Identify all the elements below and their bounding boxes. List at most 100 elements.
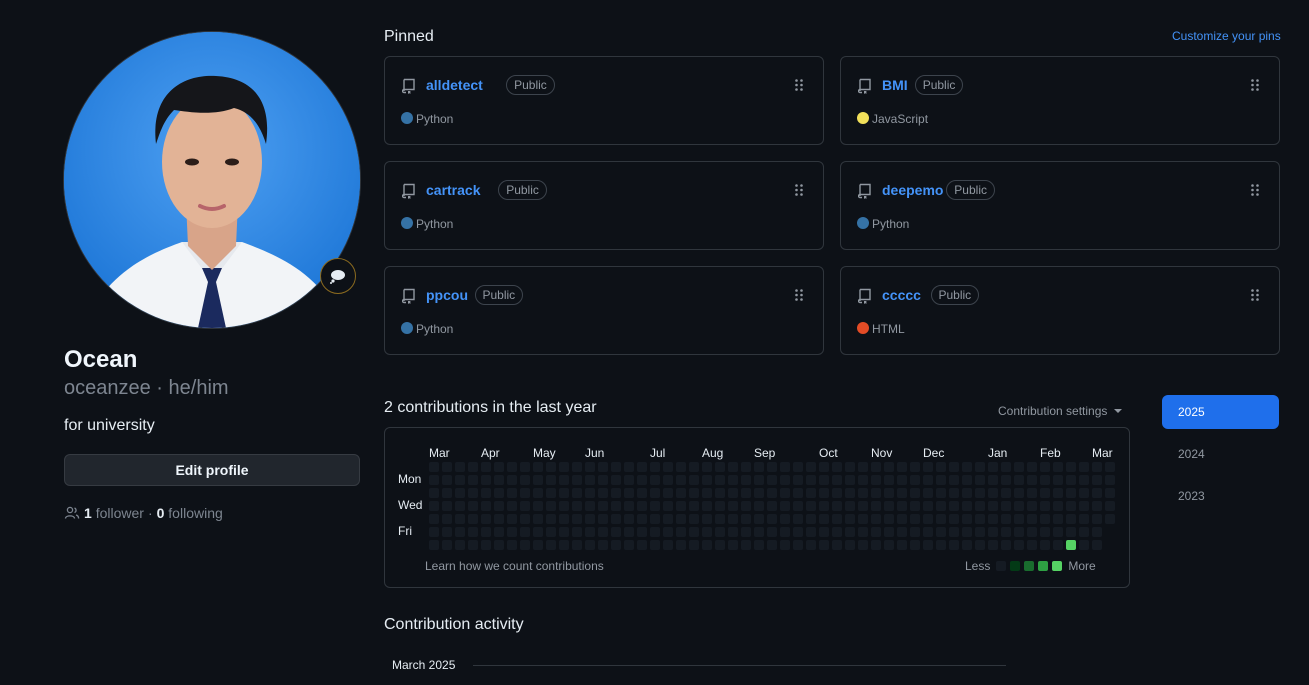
contribution-day-cell[interactable] [468,540,478,550]
contribution-day-cell[interactable] [637,488,647,498]
contribution-day-cell[interactable] [1014,540,1024,550]
contribution-day-cell[interactable] [962,501,972,511]
contribution-day-cell[interactable] [819,540,829,550]
contribution-day-cell[interactable] [806,527,816,537]
contribution-day-cell[interactable] [936,475,946,485]
contribution-day-cell[interactable] [1053,540,1063,550]
contribution-day-cell[interactable] [1027,488,1037,498]
contribution-day-cell[interactable] [637,527,647,537]
contribution-day-cell[interactable] [455,514,465,524]
contribution-day-cell[interactable] [1105,501,1115,511]
contribution-day-cell[interactable] [858,488,868,498]
contribution-day-cell[interactable] [468,527,478,537]
contribution-day-cell[interactable] [507,475,517,485]
contribution-day-cell[interactable] [1092,501,1102,511]
contribution-day-cell[interactable] [988,540,998,550]
contribution-day-cell[interactable] [923,540,933,550]
contribution-day-cell[interactable] [455,475,465,485]
contribution-day-cell[interactable] [845,462,855,472]
contribution-day-cell[interactable] [663,540,673,550]
contribution-day-cell[interactable] [949,488,959,498]
contribution-day-cell[interactable] [442,475,452,485]
contribution-day-cell[interactable] [702,488,712,498]
contribution-day-cell[interactable] [754,540,764,550]
contribution-day-cell[interactable] [520,540,530,550]
contribution-day-cell[interactable] [936,501,946,511]
contribution-day-cell[interactable] [975,475,985,485]
contribution-day-cell[interactable] [988,514,998,524]
repo-name-link[interactable]: alldetect [426,77,483,93]
contribution-day-cell[interactable] [1092,462,1102,472]
contribution-day-cell[interactable] [1079,514,1089,524]
contribution-day-cell[interactable] [871,475,881,485]
contribution-day-cell[interactable] [845,514,855,524]
contribution-day-cell[interactable] [468,501,478,511]
contribution-day-cell[interactable] [1079,462,1089,472]
contribution-day-cell[interactable] [494,527,504,537]
contribution-day-cell[interactable] [793,527,803,537]
contribution-day-cell[interactable] [455,501,465,511]
contribution-day-cell[interactable] [754,462,764,472]
contribution-day-cell[interactable] [1092,527,1102,537]
contribution-day-cell[interactable] [1001,488,1011,498]
contribution-day-cell[interactable] [702,475,712,485]
contribution-day-cell[interactable] [793,462,803,472]
contribution-day-cell[interactable] [949,475,959,485]
contribution-day-cell[interactable] [481,501,491,511]
contribution-day-cell[interactable] [910,501,920,511]
contribution-day-cell[interactable] [572,514,582,524]
contribution-day-cell[interactable] [988,488,998,498]
contribution-day-cell[interactable] [741,514,751,524]
contribution-day-cell[interactable] [481,514,491,524]
contribution-day-cell[interactable] [819,462,829,472]
contribution-day-cell[interactable] [780,527,790,537]
contribution-day-cell[interactable] [1001,462,1011,472]
drag-handle-icon[interactable] [795,289,803,301]
contribution-day-cell[interactable] [1092,514,1102,524]
contribution-day-cell[interactable] [585,475,595,485]
contribution-day-cell[interactable] [663,475,673,485]
contribution-day-cell[interactable] [936,488,946,498]
contribution-day-cell[interactable] [832,488,842,498]
repo-name-link[interactable]: ppcou [426,287,468,303]
contribution-day-cell[interactable] [676,462,686,472]
contribution-day-cell[interactable] [650,540,660,550]
contribution-day-cell[interactable] [598,501,608,511]
contribution-day-cell[interactable] [676,501,686,511]
contribution-day-cell[interactable] [897,488,907,498]
contribution-day-cell[interactable] [1105,462,1115,472]
contribution-day-cell[interactable] [598,488,608,498]
contribution-day-cell[interactable] [793,514,803,524]
contribution-day-cell[interactable] [1053,514,1063,524]
contribution-day-cell[interactable] [624,488,634,498]
contribution-day-cell[interactable] [975,527,985,537]
following-link[interactable]: 0 following [156,505,223,521]
contribution-day-cell[interactable] [988,501,998,511]
contribution-day-cell[interactable] [494,540,504,550]
contribution-day-cell[interactable] [611,475,621,485]
contribution-day-cell[interactable] [1066,488,1076,498]
contribution-day-cell[interactable] [975,462,985,472]
contribution-day-cell[interactable] [455,527,465,537]
contribution-day-cell[interactable] [481,475,491,485]
contribution-day-cell[interactable] [442,540,452,550]
contribution-day-cell[interactable] [936,540,946,550]
contribution-day-cell[interactable] [585,540,595,550]
contribution-day-cell[interactable] [507,462,517,472]
contribution-day-cell[interactable] [468,488,478,498]
contribution-day-cell[interactable] [832,501,842,511]
contribution-day-cell[interactable] [910,514,920,524]
contribution-day-cell[interactable] [494,514,504,524]
contribution-day-cell[interactable] [559,540,569,550]
contribution-day-cell[interactable] [624,462,634,472]
contribution-day-cell[interactable] [546,527,556,537]
contribution-day-cell[interactable] [793,501,803,511]
contribution-day-cell[interactable] [754,527,764,537]
contribution-day-cell[interactable] [676,540,686,550]
contribution-day-cell[interactable] [624,527,634,537]
contribution-day-cell[interactable] [650,514,660,524]
drag-handle-icon[interactable] [795,184,803,196]
contribution-day-cell[interactable] [1053,527,1063,537]
contribution-day-cell[interactable] [845,540,855,550]
contribution-day-cell[interactable] [429,475,439,485]
